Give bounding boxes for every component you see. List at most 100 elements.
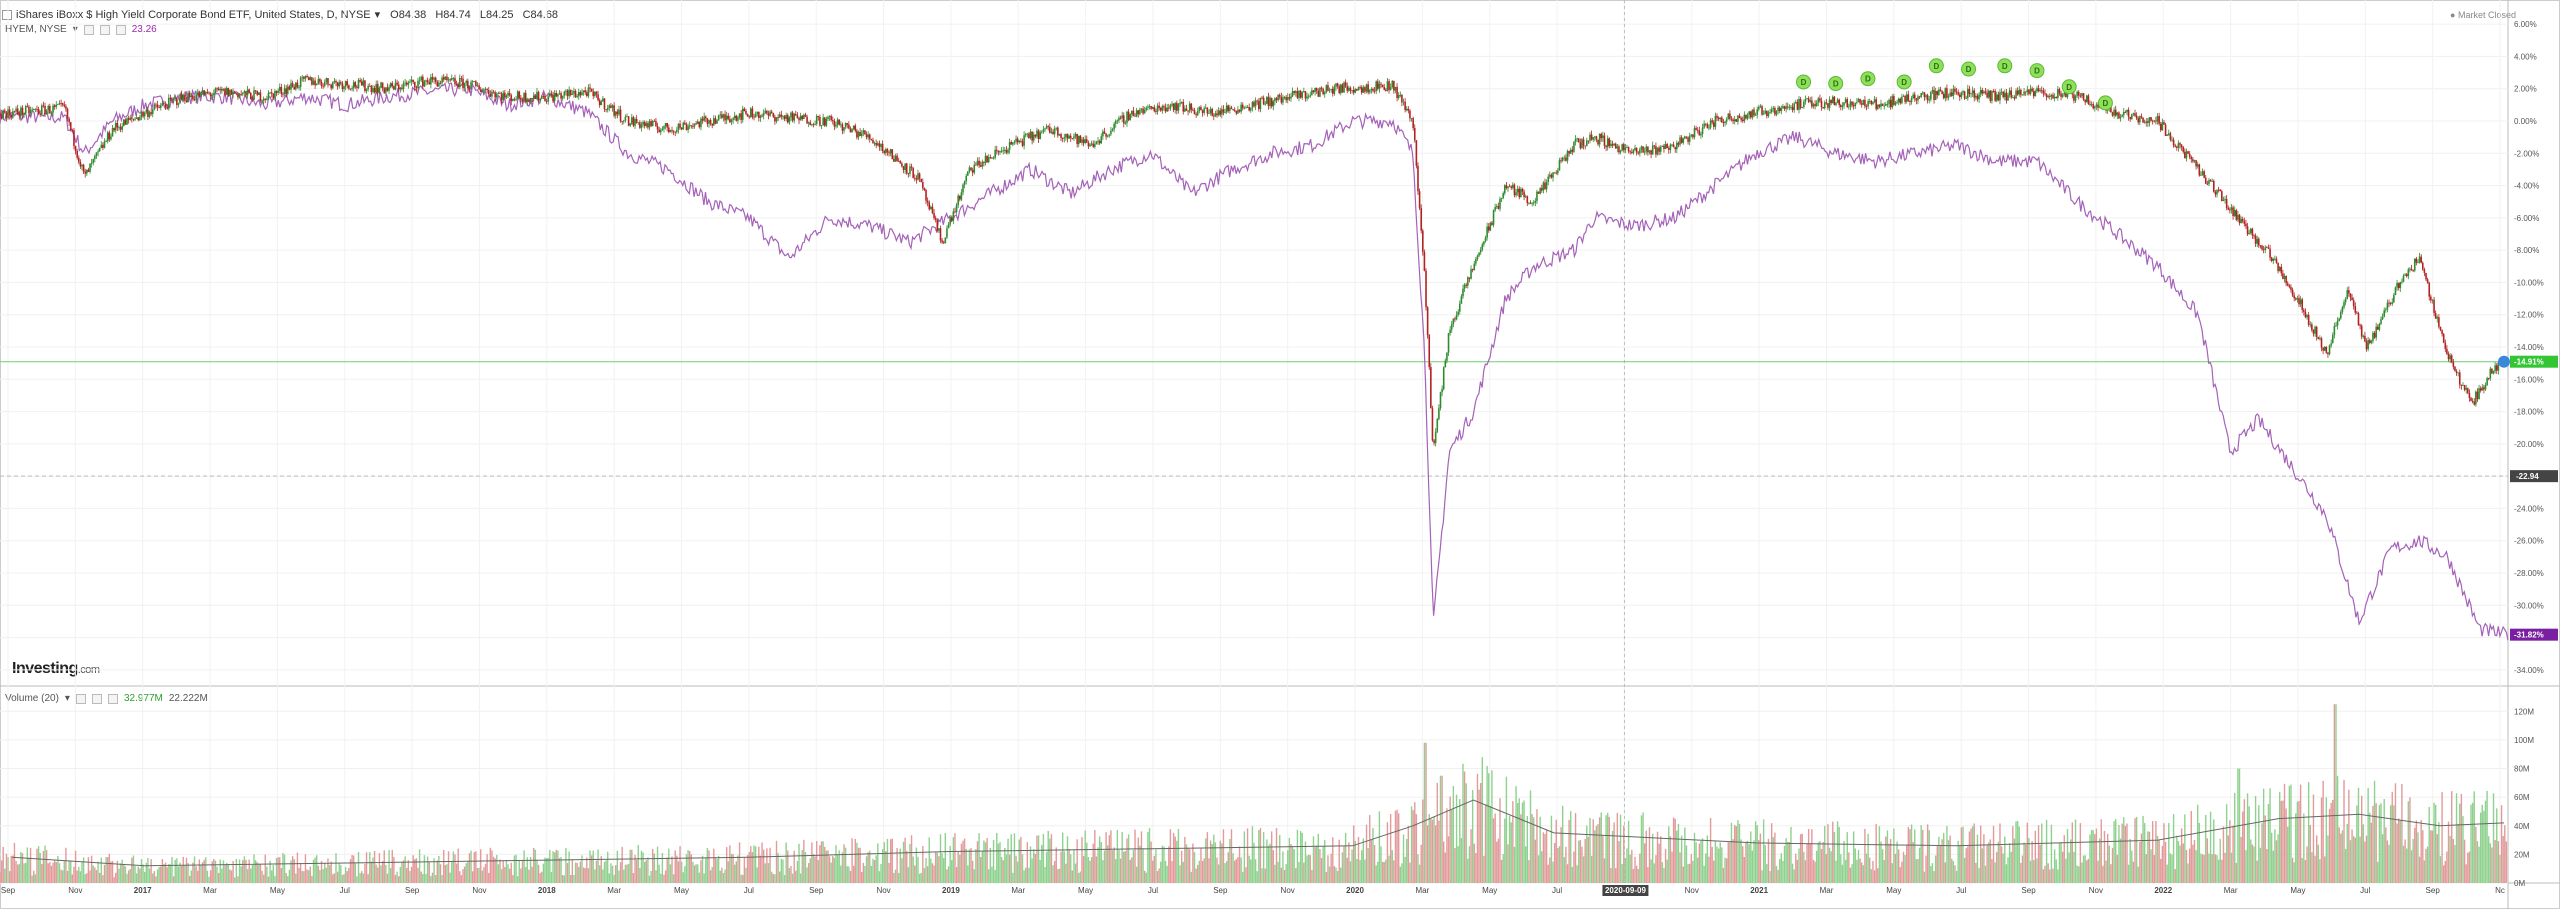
candle-body xyxy=(304,75,307,79)
candle-body xyxy=(1737,115,1739,122)
candle-body xyxy=(1254,100,1257,107)
volume-bar xyxy=(766,848,768,883)
candle-body xyxy=(1955,91,1958,93)
volume-bar xyxy=(1697,857,1699,883)
volume-bar xyxy=(1558,846,1561,883)
candle-body xyxy=(221,89,223,91)
candle-body xyxy=(1187,110,1189,112)
candle-body xyxy=(1452,318,1455,325)
volume-bar xyxy=(557,850,559,883)
candle-body xyxy=(835,124,837,127)
candle-body xyxy=(201,90,204,92)
close-icon[interactable] xyxy=(107,693,118,704)
volume-bar xyxy=(2073,851,2075,883)
hide-icon[interactable] xyxy=(99,24,110,35)
volume-bar xyxy=(615,865,617,883)
volume-bar xyxy=(2505,841,2508,883)
volume-bar xyxy=(1852,831,1855,883)
candle-body xyxy=(246,89,249,96)
volume-bar xyxy=(1089,860,1091,883)
candle-body xyxy=(12,111,14,118)
candle-body xyxy=(394,82,397,90)
compare-label[interactable]: HYEM, NYSE xyxy=(5,24,67,35)
candle-body xyxy=(2052,94,2054,99)
candle-body xyxy=(714,118,717,124)
settings-icon[interactable] xyxy=(83,24,94,35)
volume-bar xyxy=(1256,871,1258,883)
volume-bar xyxy=(869,850,871,883)
settings-icon[interactable] xyxy=(75,693,86,704)
candle-body xyxy=(495,93,498,98)
candle-body xyxy=(552,94,554,102)
candle-body xyxy=(188,92,191,98)
candle-body xyxy=(1450,324,1453,330)
candle-body xyxy=(846,123,849,125)
volume-bar xyxy=(2396,823,2398,883)
hide-icon[interactable] xyxy=(91,693,102,704)
volume-bar xyxy=(1217,864,1220,883)
x-tick-label: 2021 xyxy=(1750,886,1768,895)
candle-body xyxy=(351,88,353,90)
candle-body xyxy=(2370,340,2373,343)
volume-bar xyxy=(830,862,832,883)
candle-body xyxy=(1622,144,1625,150)
candle-body xyxy=(782,116,784,117)
volume-bar xyxy=(759,855,762,883)
candle-body xyxy=(1729,113,1731,119)
volume-label[interactable]: Volume (20) xyxy=(5,693,59,704)
candle-body xyxy=(45,110,48,115)
candle-body xyxy=(2095,104,2098,107)
volume-bar xyxy=(1303,862,1305,883)
volume-bar xyxy=(1777,869,1779,883)
volume-bar xyxy=(443,849,445,883)
volume-bar xyxy=(533,847,535,883)
candle-body xyxy=(619,109,622,122)
volume-bar xyxy=(441,874,443,883)
volume-bar xyxy=(1698,843,1701,883)
collapse-icon[interactable] xyxy=(2,9,12,20)
volume-bar xyxy=(2213,819,2215,883)
volume-bar xyxy=(722,873,725,883)
instrument-title[interactable]: iShares iBoxx $ High Yield Corporate Bon… xyxy=(16,8,371,21)
candle-body xyxy=(1587,140,1590,142)
candle-body xyxy=(1103,131,1106,134)
volume-bar xyxy=(714,857,717,883)
candle-body xyxy=(960,192,963,200)
volume-bar xyxy=(62,870,64,883)
candle-body xyxy=(1907,94,1910,101)
volume-bar xyxy=(1007,838,1009,883)
volume-bar xyxy=(1399,866,1401,883)
volume-bar xyxy=(684,866,686,883)
volume-bar xyxy=(1309,855,1311,883)
candle-body xyxy=(476,85,479,87)
volume-bar xyxy=(1775,866,1778,883)
dropdown-chevron-icon[interactable]: ▾ xyxy=(64,693,70,704)
volume-bar xyxy=(1549,857,1551,883)
candle-body xyxy=(1026,133,1029,135)
volume-bar xyxy=(1856,859,1858,883)
candle-body xyxy=(1864,99,1866,107)
volume-bar xyxy=(2478,846,2480,883)
volume-bar xyxy=(595,860,598,883)
volume-bar xyxy=(1156,871,1159,883)
volume-bar xyxy=(1807,828,1810,883)
dividend-marker-label: D xyxy=(1833,80,1839,89)
candle-body xyxy=(573,90,575,94)
volume-bar xyxy=(603,861,606,883)
candle-body xyxy=(827,116,829,120)
volume-bar xyxy=(1475,853,1477,883)
candle-body xyxy=(1156,105,1159,112)
volume-bar xyxy=(1965,848,1967,883)
close-icon[interactable] xyxy=(115,24,126,35)
candle-body xyxy=(957,195,959,206)
volume-bar xyxy=(1639,853,1641,883)
volume-bar xyxy=(2333,704,2336,883)
candle-body xyxy=(283,88,286,95)
dropdown-chevron-icon[interactable]: ▾ xyxy=(374,9,381,21)
volume-bar xyxy=(41,864,43,883)
candle-body xyxy=(930,206,932,210)
candle-body xyxy=(391,83,394,87)
volume-bar xyxy=(2290,784,2292,883)
volume-bar xyxy=(258,863,260,883)
